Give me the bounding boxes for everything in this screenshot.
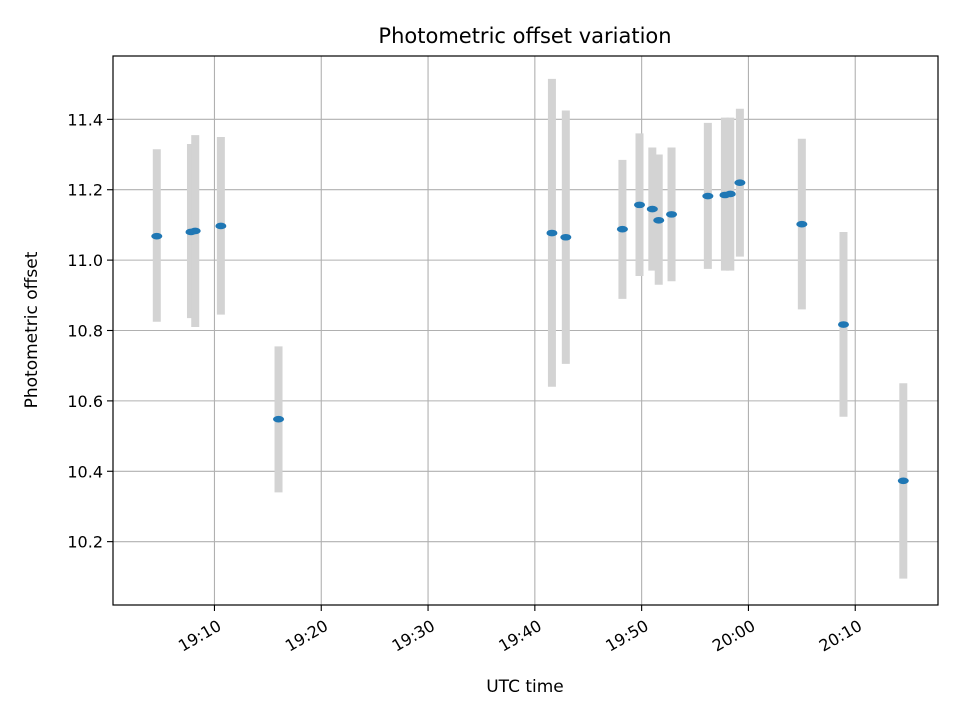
data-points (151, 179, 909, 485)
data-point (734, 179, 746, 186)
x-tick-label: 20:00 (709, 616, 758, 656)
x-tick-label: 19:40 (495, 616, 544, 656)
x-tick-label: 19:10 (175, 616, 224, 656)
data-point (646, 205, 658, 213)
data-point (189, 227, 201, 235)
data-point (151, 232, 163, 240)
data-point (897, 477, 909, 485)
y-tick-label: 11.2 (67, 181, 103, 200)
data-point (546, 229, 558, 237)
data-point (702, 192, 714, 200)
x-axis-label: UTC time (486, 677, 564, 697)
y-tick-label: 11.0 (67, 251, 103, 270)
y-tick-label: 10.2 (67, 533, 103, 552)
chart-title: Photometric offset variation (378, 24, 671, 48)
data-point (215, 222, 227, 230)
data-point (634, 201, 646, 209)
x-tick-label: 19:50 (602, 616, 651, 656)
x-tick-label: 20:10 (816, 616, 865, 656)
x-axis-ticks: 19:10 19:20 19:30 19:40 19:50 20:00 20:10 (175, 605, 865, 656)
data-point (560, 233, 572, 241)
data-point (796, 220, 808, 228)
data-point (837, 321, 849, 328)
y-tick-label: 10.8 (67, 322, 103, 341)
y-tick-label: 10.6 (67, 392, 103, 411)
grid (113, 56, 938, 605)
data-point (616, 225, 628, 233)
y-axis-label: Photometric offset (22, 251, 42, 408)
x-tick-label: 19:30 (389, 616, 438, 656)
y-axis-ticks: 10.2 10.4 10.6 10.8 11.0 11.2 11.4 (67, 110, 113, 552)
data-point (273, 415, 285, 423)
y-tick-label: 11.4 (67, 110, 103, 129)
x-tick-label: 19:20 (282, 616, 331, 656)
data-point (666, 211, 678, 218)
y-tick-label: 10.4 (67, 462, 103, 481)
data-point (724, 190, 736, 198)
error-bars (152, 78, 908, 579)
data-point (653, 217, 665, 224)
